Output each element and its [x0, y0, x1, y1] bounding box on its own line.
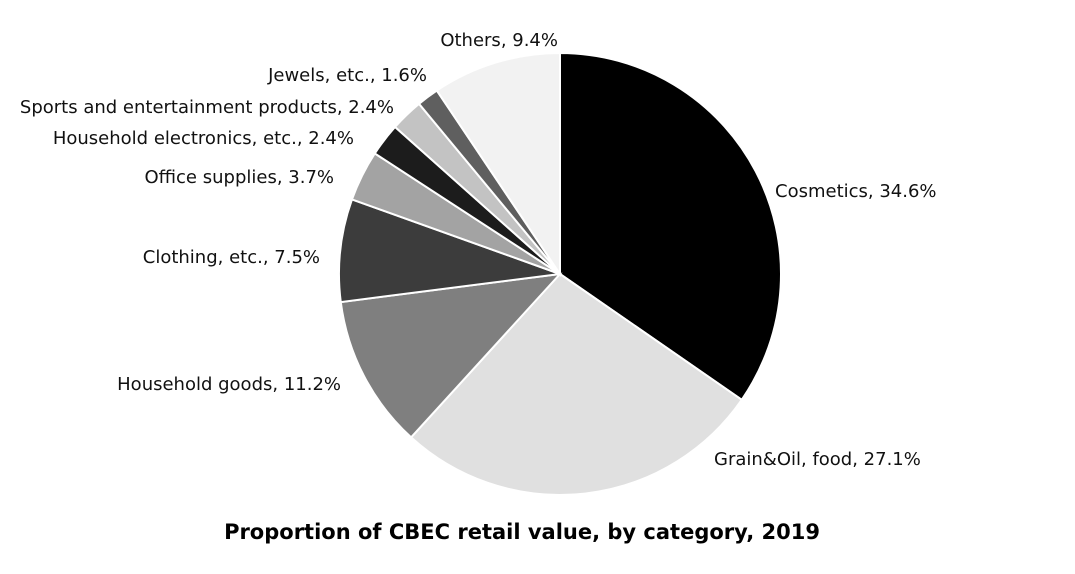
pie-slice [339, 272, 563, 439]
slice-label: Household electronics, etc., 2.4% [53, 128, 354, 149]
slice-label: Cosmetics, 34.6% [775, 181, 937, 202]
pie-slice [559, 51, 782, 402]
slice-label: Clothing, etc., 7.5% [143, 247, 320, 268]
pie-slice [435, 51, 561, 278]
chart-title: Proportion of CBEC retail value, by cate… [224, 520, 820, 544]
pie-slices [338, 51, 782, 496]
pie-slice [409, 272, 744, 496]
slice-label: Office supplies, 3.7% [144, 167, 334, 188]
slice-label: Sports and entertainment products, 2.4% [20, 97, 394, 118]
slice-label: Grain&Oil, food, 27.1% [714, 449, 921, 470]
slice-labels: Cosmetics, 34.6% Grain&Oil, food, 27.1% Ho… [20, 30, 937, 470]
pie-slice [338, 198, 561, 304]
slice-label: Household goods, 11.2% [117, 374, 341, 395]
slice-label: Others, 9.4% [440, 30, 558, 51]
slice-label: Jewels, etc., 1.6% [267, 65, 427, 86]
